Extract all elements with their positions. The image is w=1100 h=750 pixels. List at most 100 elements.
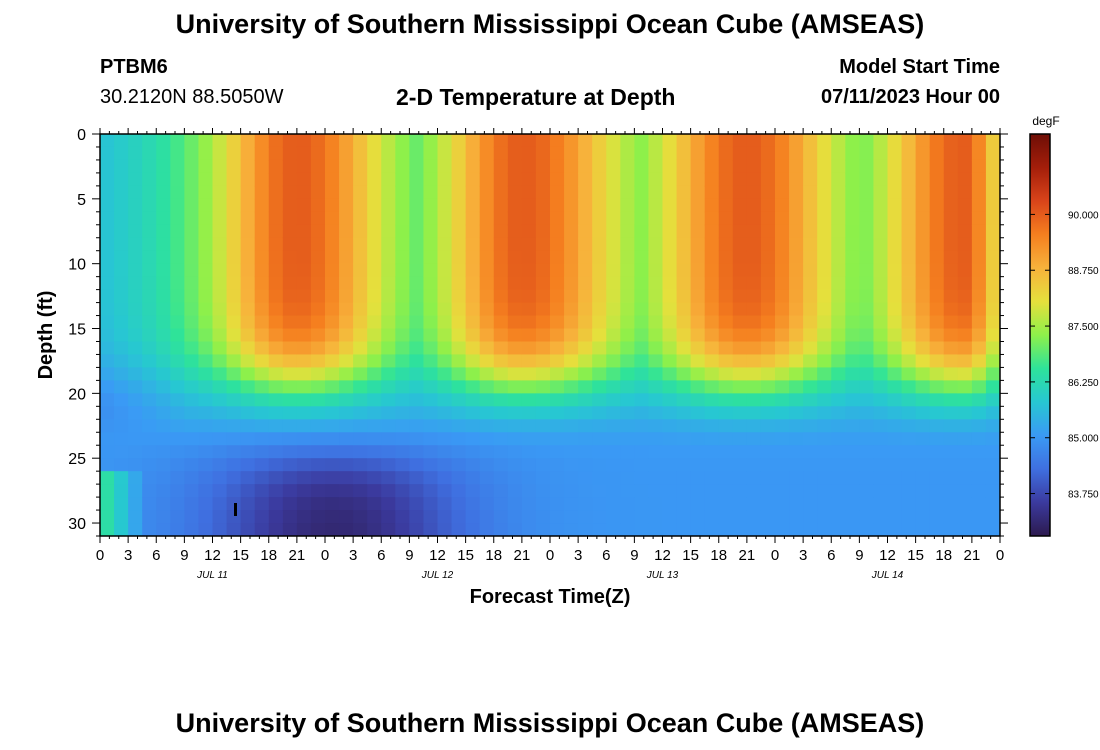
day-label: JUL 12 <box>421 570 454 581</box>
heatmap-cell <box>971 458 987 472</box>
heatmap-cell <box>170 172 185 187</box>
heatmap-cell <box>128 354 143 369</box>
heatmap-cell <box>803 367 818 381</box>
heatmap-cell <box>971 250 987 265</box>
heatmap-cell <box>873 354 889 369</box>
heatmap-cell <box>296 471 312 485</box>
heatmap-cell <box>339 432 354 446</box>
heatmap-cell <box>535 172 551 187</box>
heatmap-cell <box>367 250 382 265</box>
heatmap-cell <box>957 445 973 459</box>
heatmap-cell <box>409 211 425 226</box>
heatmap-cell <box>142 224 157 239</box>
heatmap-cell <box>564 146 579 161</box>
heatmap-cell <box>578 471 593 485</box>
heatmap-cell <box>887 211 903 226</box>
heatmap-cell <box>507 250 523 265</box>
heatmap-cell <box>915 211 931 226</box>
heatmap-cell <box>985 354 1000 369</box>
heatmap-cell <box>381 341 396 356</box>
heatmap-cell <box>451 224 467 239</box>
heatmap-cell <box>142 250 157 265</box>
heatmap-cell <box>676 523 692 536</box>
heatmap-cell <box>423 328 439 343</box>
heatmap-cell <box>296 302 312 317</box>
heatmap-cell <box>859 419 875 433</box>
heatmap-cell <box>648 367 664 381</box>
heatmap-cell <box>620 237 635 252</box>
heatmap-cell <box>409 159 425 174</box>
x-tick-label: 6 <box>152 547 160 564</box>
x-tick-label: 9 <box>405 547 413 564</box>
heatmap-cell <box>760 159 776 174</box>
heatmap-cell <box>268 393 284 407</box>
heatmap-cell <box>296 289 312 304</box>
heatmap-cell <box>367 289 382 304</box>
heatmap-cell <box>550 146 565 161</box>
heatmap-cell <box>156 198 171 213</box>
heatmap-cell <box>746 380 762 394</box>
heatmap-cell <box>592 302 607 317</box>
heatmap-cell <box>971 432 987 446</box>
heatmap-cell <box>465 315 481 330</box>
heatmap-cell <box>929 497 945 511</box>
heatmap-cell <box>479 354 495 369</box>
heatmap-cell <box>578 211 593 226</box>
heatmap-cell <box>718 146 734 161</box>
heatmap-cell <box>114 354 129 369</box>
heatmap-cell <box>648 445 664 459</box>
heatmap-cell <box>929 302 945 317</box>
heatmap-cell <box>521 250 537 265</box>
heatmap-cell <box>325 289 340 304</box>
heatmap-cell <box>465 458 481 472</box>
heatmap-cell <box>732 302 748 317</box>
heatmap-cell <box>381 250 396 265</box>
x-axis: 0 3 6 9 12 15 18 21 0 3 6 9 12 15 18 21 0 3 6 9 12 15 18 21 0 3 6 9… <box>96 128 1004 581</box>
heatmap-cell <box>156 328 171 343</box>
heatmap-cell <box>943 276 959 291</box>
heatmap-cell <box>873 289 889 304</box>
heatmap-cell <box>212 458 228 472</box>
heatmap-cell <box>240 471 256 485</box>
heatmap-cell <box>803 380 818 394</box>
y-tick-label: 30 <box>68 516 86 533</box>
heatmap-cell <box>662 419 678 433</box>
heatmap-cell <box>423 432 439 446</box>
heatmap-cell <box>859 276 875 291</box>
heatmap-cell <box>395 497 410 511</box>
heatmap-cell <box>957 289 973 304</box>
heatmap-cell <box>310 198 326 213</box>
heatmap-cell <box>775 380 790 394</box>
heatmap-cell <box>493 445 509 459</box>
heatmap-cell <box>831 276 846 291</box>
heatmap-cell <box>367 211 382 226</box>
heatmap-cell <box>395 419 410 433</box>
heatmap-cell <box>282 367 298 381</box>
heatmap-cell <box>718 367 734 381</box>
heatmap-cell <box>704 497 720 511</box>
heatmap-cell <box>887 406 903 420</box>
heatmap-cell <box>817 198 832 213</box>
heatmap-cell <box>873 185 889 200</box>
heatmap-cell <box>971 185 987 200</box>
heatmap-cell <box>887 354 903 369</box>
heatmap-cell <box>690 302 706 317</box>
heatmap-cell <box>367 276 382 291</box>
heatmap-cell <box>929 211 945 226</box>
heatmap-cell <box>606 380 621 394</box>
heatmap-cell <box>732 484 748 498</box>
heatmap-cell <box>746 354 762 369</box>
heatmap-cell <box>437 354 453 369</box>
heatmap-cell <box>662 523 678 536</box>
heatmap-cell <box>310 458 326 472</box>
heatmap-cell <box>465 250 481 265</box>
heatmap-cell <box>198 406 214 420</box>
heatmap-cell <box>437 380 453 394</box>
heatmap-cell <box>704 198 720 213</box>
heatmap-cell <box>760 523 776 536</box>
heatmap-cell <box>845 523 860 536</box>
heatmap-cell <box>184 315 200 330</box>
heatmap-cell <box>381 419 396 433</box>
heatmap-cell <box>325 380 340 394</box>
heatmap-cell <box>648 380 664 394</box>
